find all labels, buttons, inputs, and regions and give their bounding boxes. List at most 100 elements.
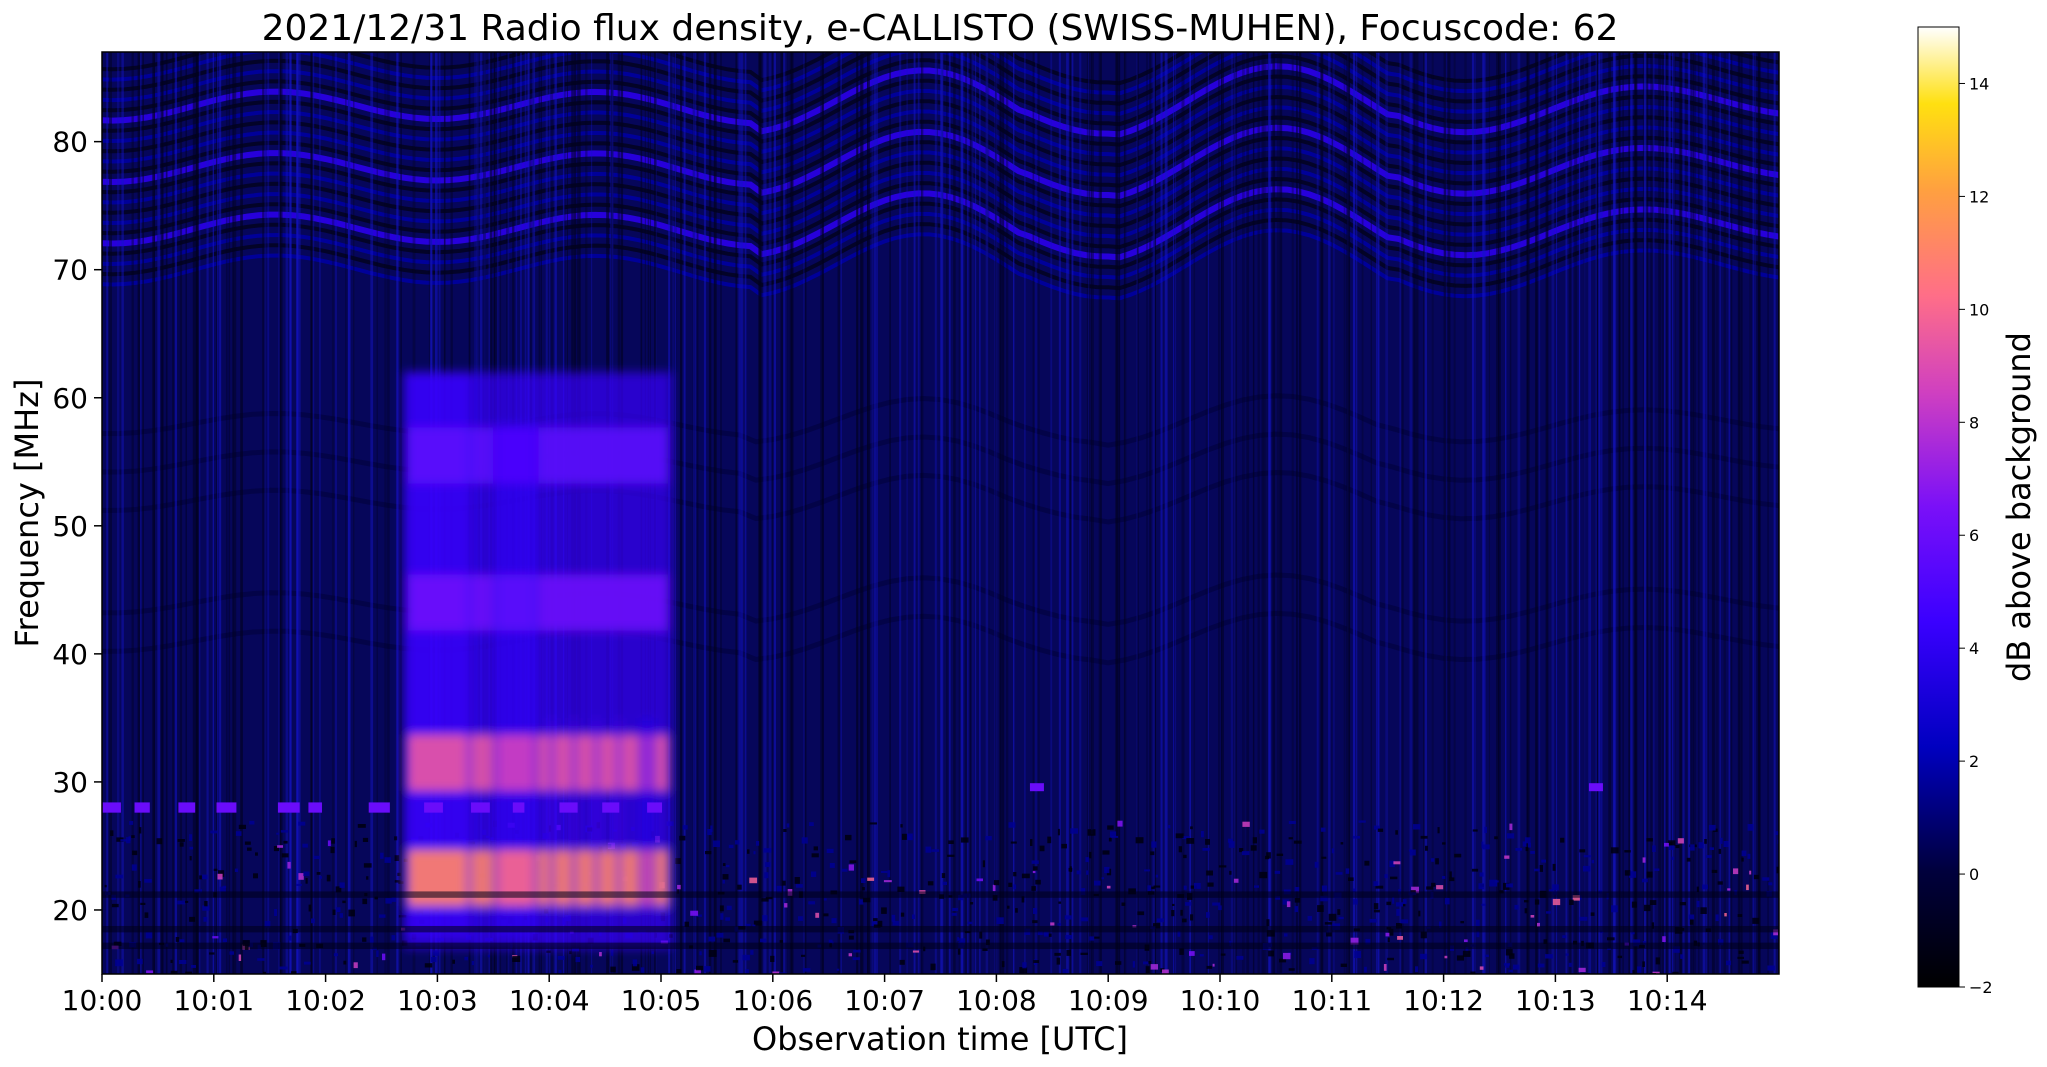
noise-speck [951, 912, 957, 916]
noise-speck [1175, 833, 1184, 839]
noise-speck [907, 835, 911, 840]
noise-speck [1583, 855, 1592, 858]
noise-speck [1690, 844, 1695, 851]
noise-speck [222, 938, 227, 943]
noise-speck [931, 849, 940, 852]
noise-speck [432, 950, 439, 956]
time-stripe [780, 52, 784, 974]
noise-speck [1738, 950, 1744, 954]
noise-speck [1476, 919, 1480, 927]
time-stripe [1464, 52, 1467, 974]
noise-speck [813, 846, 818, 851]
noise-speck [1664, 842, 1669, 847]
noise-speck [750, 950, 754, 955]
noise-speck [1524, 908, 1528, 914]
time-stripe [1688, 52, 1691, 974]
noise-speck [288, 935, 292, 941]
noise-speck [1408, 849, 1413, 852]
noise-speck [1534, 899, 1540, 905]
noise-speck [1572, 895, 1580, 901]
colorbar-ticks: −2 0 2 4 6 8 10 12 14 [1959, 74, 1993, 997]
noise-speck [1741, 960, 1749, 964]
noise-speck [1185, 902, 1192, 906]
time-stripe [264, 52, 267, 974]
noise-speck [1449, 877, 1455, 882]
noise-speck [1062, 968, 1069, 974]
time-stripe [1423, 52, 1425, 974]
noise-speck [1651, 922, 1655, 929]
noise-speck [811, 871, 817, 877]
time-stripe [958, 52, 962, 974]
time-stripe [278, 52, 280, 974]
noise-speck [823, 898, 827, 901]
noise-speck [1709, 847, 1714, 850]
noise-speck [1286, 901, 1291, 908]
noise-speck [611, 950, 614, 956]
noise-speck [815, 912, 820, 918]
noise-speck [1190, 914, 1194, 921]
noise-speck [1239, 848, 1244, 853]
x-tick-label: 10:00 [62, 984, 143, 1017]
noise-speck [1688, 914, 1695, 920]
noise-speck [942, 881, 947, 885]
noise-speck [877, 920, 883, 927]
noise-speck [849, 860, 857, 864]
noise-speck [1655, 957, 1660, 965]
time-stripe [1296, 52, 1298, 974]
interference-segment [277, 802, 300, 813]
noise-speck [1436, 885, 1444, 890]
interference-segment [102, 802, 121, 813]
time-stripe [1538, 52, 1541, 974]
noise-speck [1747, 853, 1751, 859]
noise-speck [1155, 874, 1159, 878]
noise-speck [1741, 857, 1744, 862]
time-stripe [1205, 52, 1208, 974]
noise-speck [1454, 853, 1462, 858]
noise-speck [783, 829, 787, 832]
noise-speck [979, 931, 983, 939]
plot-frame [101, 51, 1780, 975]
noise-speck [1037, 931, 1043, 936]
noise-speck [126, 837, 131, 844]
noise-speck [1252, 837, 1257, 844]
noise-speck [842, 868, 848, 872]
noise-speck [1171, 910, 1175, 917]
noise-speck [1340, 842, 1344, 845]
noise-speck [1402, 899, 1407, 904]
noise-speck [610, 966, 616, 973]
noise-speck [129, 821, 134, 825]
noise-speck [1259, 829, 1265, 834]
noise-speck [1479, 966, 1484, 970]
noise-speck [1442, 842, 1446, 845]
time-stripe [1035, 52, 1037, 974]
time-stripe [867, 52, 869, 974]
time-stripe [1175, 52, 1177, 974]
time-stripe [1598, 52, 1601, 974]
noise-speck [726, 905, 732, 910]
noise-speck [354, 840, 357, 848]
noise-speck [170, 970, 178, 974]
time-stripe [1146, 52, 1148, 974]
time-stripe [1125, 52, 1127, 974]
noise-speck [575, 956, 581, 963]
time-stripe [1098, 52, 1101, 974]
noise-speck [948, 840, 954, 844]
time-stripe [240, 52, 243, 974]
noise-speck [1189, 951, 1195, 956]
time-stripe [192, 52, 196, 974]
time-stripe [692, 52, 695, 974]
noise-speck [1317, 905, 1324, 912]
noise-speck [1056, 957, 1061, 965]
noise-speck [801, 954, 806, 957]
time-stripe [1664, 52, 1666, 974]
noise-speck [747, 849, 750, 854]
noise-speck [1444, 897, 1450, 905]
noise-speck [809, 822, 814, 826]
noise-speck [897, 886, 905, 892]
noise-speck [1151, 886, 1155, 890]
noise-speck [391, 897, 396, 902]
time-stripe [219, 52, 222, 974]
noise-speck [1481, 841, 1484, 849]
noise-speck [1265, 855, 1270, 860]
time-stripe [1551, 52, 1555, 974]
